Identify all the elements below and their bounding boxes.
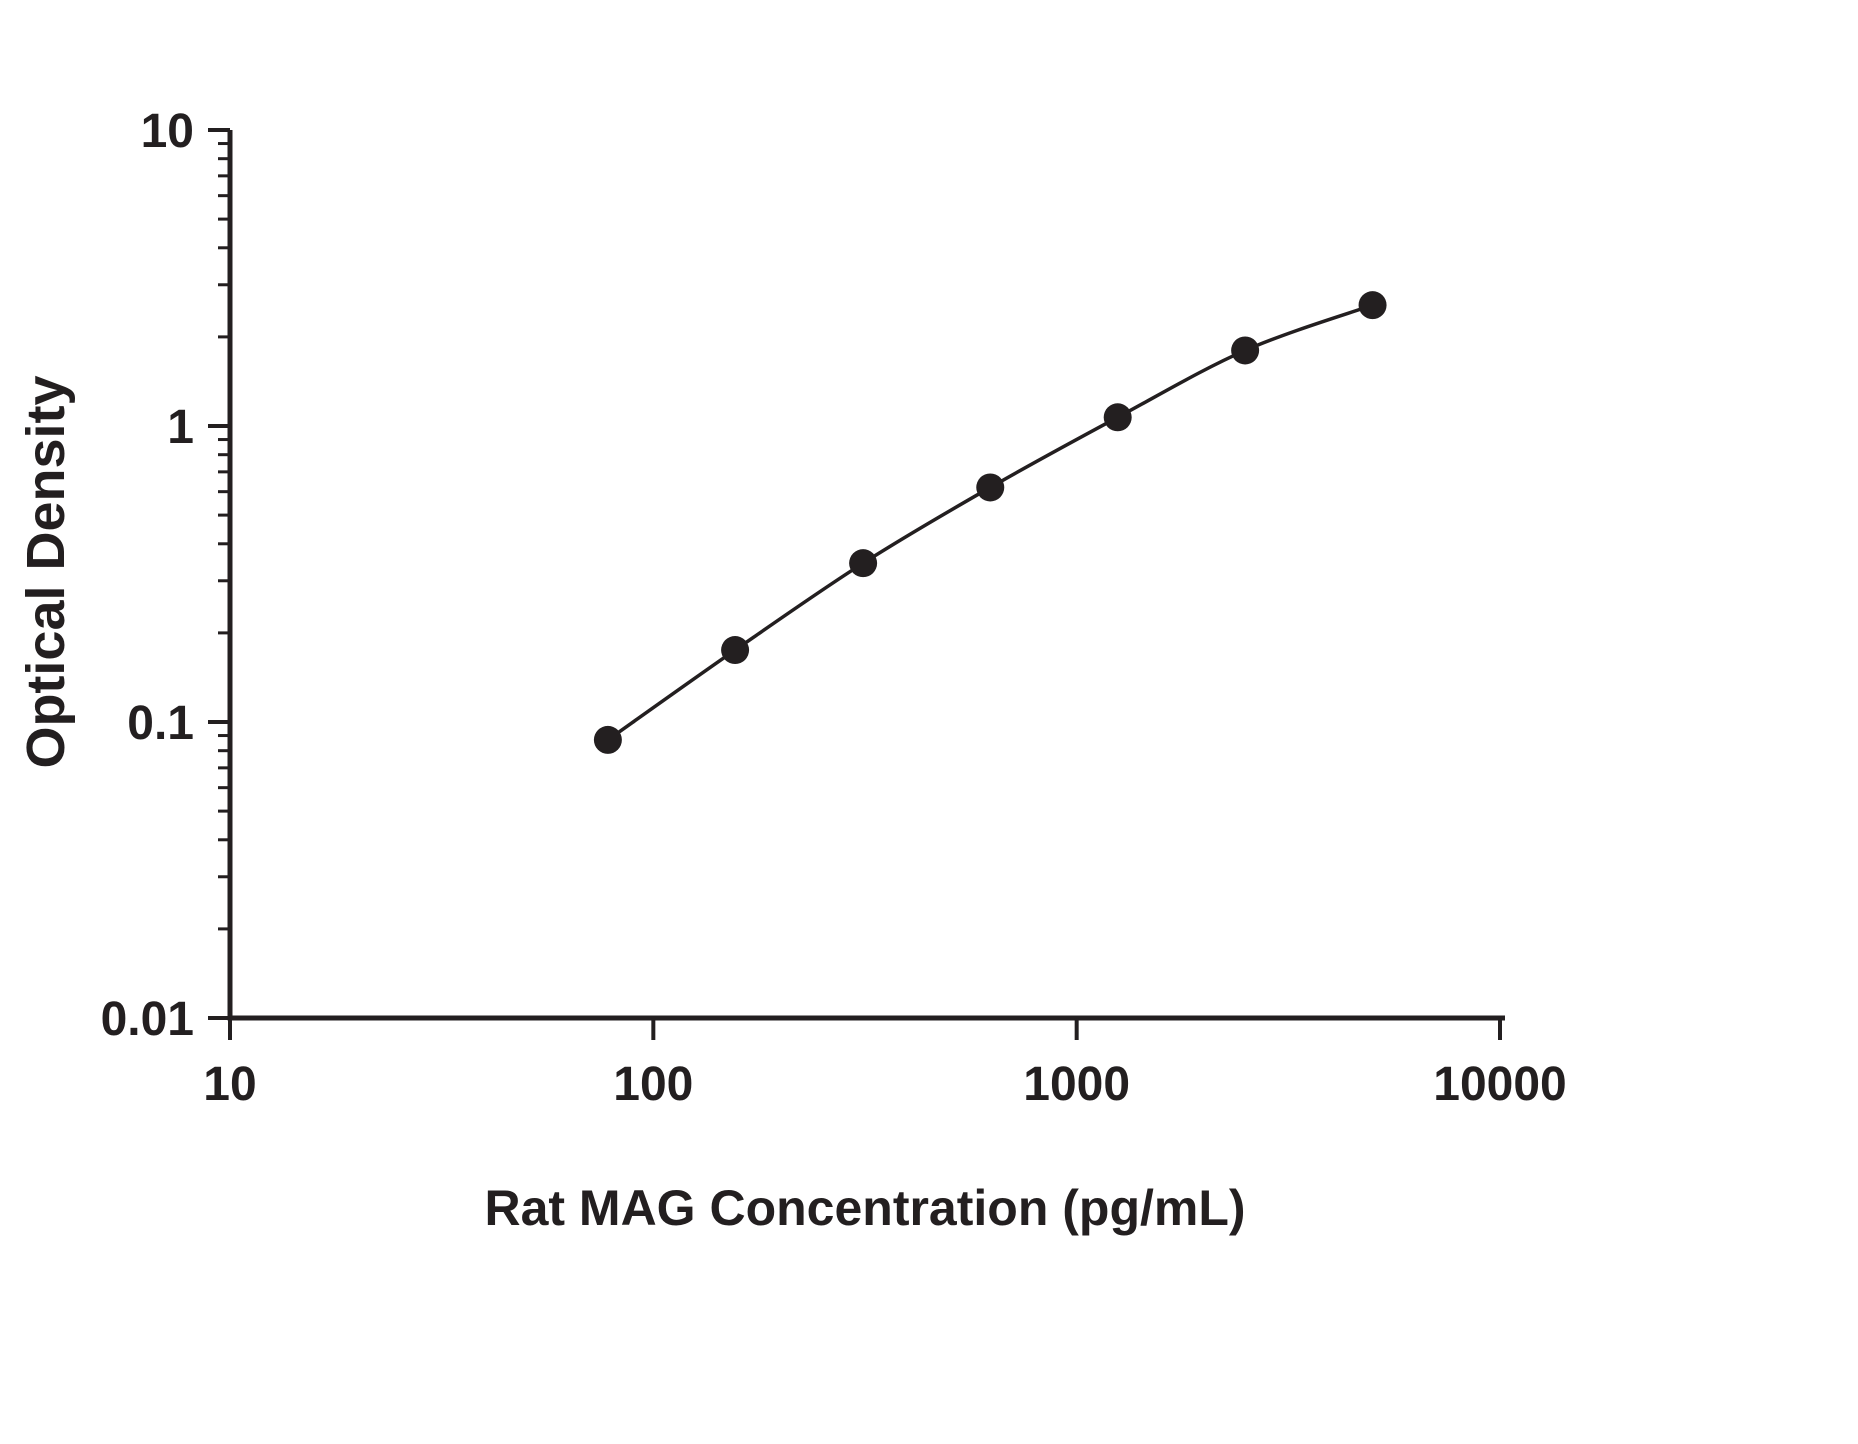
- x-tick-label: 100: [613, 1058, 693, 1111]
- y-axis-title: Optical Density: [16, 375, 76, 769]
- y-tick-label: 0.1: [127, 697, 194, 750]
- y-tick-label: 10: [141, 105, 194, 158]
- data-point-marker: [593, 725, 622, 754]
- series-curve: [606, 303, 1374, 742]
- data-point-marker: [849, 549, 878, 578]
- x-tick-label: 10: [203, 1058, 256, 1111]
- y-tick-label: 1: [167, 401, 194, 454]
- data-point-marker: [1231, 336, 1260, 365]
- data-point-marker: [1358, 291, 1387, 320]
- data-point-marker: [721, 636, 750, 665]
- x-axis-title: Rat MAG Concentration (pg/mL): [484, 1180, 1246, 1236]
- data-point-marker: [1103, 403, 1132, 432]
- x-tick-label: 1000: [1023, 1058, 1130, 1111]
- x-tick-label: 10000: [1433, 1058, 1566, 1111]
- data-point-marker: [976, 473, 1005, 502]
- y-tick-label: 0.01: [101, 993, 194, 1046]
